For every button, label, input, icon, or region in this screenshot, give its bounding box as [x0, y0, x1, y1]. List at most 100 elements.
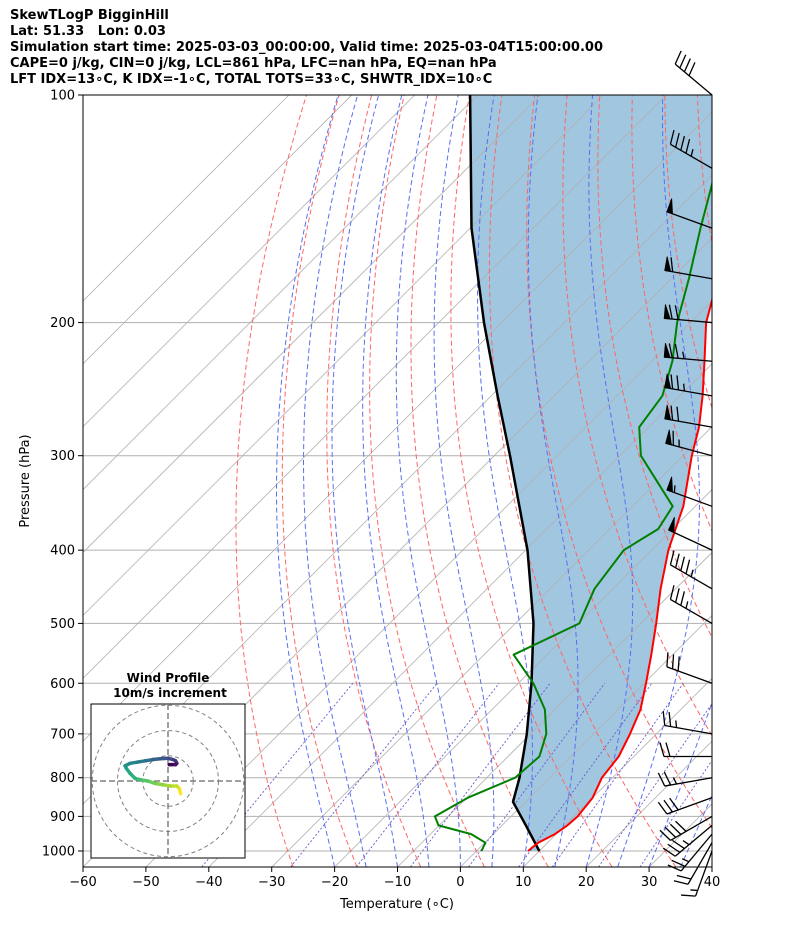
y-tick-label: 1000 — [42, 844, 75, 859]
isotherm-line — [83, 95, 667, 679]
wind-barb — [669, 550, 713, 590]
wind-barb-flag — [668, 343, 673, 358]
wind-barb-shaft — [687, 842, 713, 885]
wind-barb — [665, 429, 713, 457]
wind-barb-flag — [669, 585, 675, 600]
wind-barb-shaft — [666, 666, 713, 684]
station-coordinates: Lat: 51.33 Lon: 0.03 — [10, 24, 166, 39]
y-tick-label: 800 — [50, 771, 75, 786]
wind-barb — [659, 742, 712, 758]
isotherm-line — [83, 95, 541, 554]
mixing-ratio-line — [290, 683, 438, 867]
wind-barb-half-flag — [690, 889, 698, 892]
wind-barb-half-flag — [690, 149, 694, 157]
wind-barb-half-flag — [681, 858, 690, 863]
wind-barb-flag — [663, 799, 674, 813]
y-tick-label: 900 — [50, 810, 75, 825]
x-axis-ticks: −60 −50 −40 −30 −20 −10 0 10 20 30 40 — [69, 867, 720, 890]
stability-indices-2: LFT IDX=13∘C, K IDX=-1∘C, TOTAL TOTS=33∘… — [10, 72, 493, 87]
wind-barb-flag — [680, 556, 685, 571]
chart-header: SkewTLogP BigginHill Lat: 51.33 Lon: 0.0… — [10, 8, 603, 88]
isotherm-line — [83, 95, 478, 491]
wind-barb-flag — [674, 553, 680, 568]
wind-barb-flag — [671, 654, 675, 669]
wind-barb-half-flag — [685, 601, 689, 609]
cape-cin-shading — [470, 95, 712, 851]
y-tick-label: 700 — [50, 727, 75, 742]
wind-barb — [667, 833, 713, 872]
x-tick-label: −10 — [384, 875, 411, 890]
isotherm-line — [145, 300, 712, 867]
hodograph-title: Wind Profile — [127, 671, 210, 685]
x-tick-label: −30 — [258, 875, 285, 890]
moist-adiabat — [303, 95, 367, 867]
dry-adiabat — [526, 95, 712, 829]
wind-barb-flag — [676, 874, 692, 880]
wind-barb-flag — [657, 772, 666, 787]
mixing-ratio-line — [468, 683, 606, 867]
isotherm-line — [523, 677, 712, 867]
y-tick-label: 600 — [50, 677, 75, 692]
wind-barb — [664, 256, 713, 280]
cin-shaded-area — [470, 95, 712, 851]
wind-barb-flag — [683, 58, 691, 73]
wind-barb — [659, 815, 713, 841]
wind-barb-half-flag — [673, 485, 676, 493]
moist-adiabat — [362, 95, 430, 867]
moist-adiabat — [527, 95, 579, 867]
wind-barb-flag — [685, 138, 691, 154]
isotherm-line — [83, 111, 712, 742]
wind-barb-half-flag — [675, 720, 678, 728]
isotherm-line — [83, 95, 353, 365]
moist-adiabat — [617, 95, 701, 867]
wind-barb-flag — [666, 652, 669, 667]
wind-barb-flag — [669, 797, 679, 811]
x-tick-label: −50 — [132, 875, 159, 890]
wind-barb-flag — [669, 129, 675, 145]
dry-adiabat — [597, 95, 712, 639]
dry-adiabat — [730, 95, 794, 867]
y-tick-label: 100 — [50, 89, 75, 104]
isotherm-line — [83, 95, 290, 302]
wind-barb — [673, 842, 713, 885]
wind-barb-half-flag — [690, 569, 694, 577]
moist-adiabat — [585, 95, 634, 867]
isotherm-line — [775, 95, 794, 867]
wind-barb — [669, 585, 713, 624]
wind-barb-shaft — [670, 598, 713, 624]
wind-barb-flag — [664, 826, 677, 838]
wind-barb-pennant — [667, 517, 675, 534]
moist-adiabat — [433, 95, 495, 867]
wind-barb — [669, 129, 713, 169]
y-tick-label: 300 — [50, 449, 75, 464]
wind-barb-shaft — [664, 386, 713, 397]
isotherms — [83, 95, 794, 867]
wind-barb-flag — [663, 771, 672, 786]
wind-barb-shaft — [666, 211, 713, 229]
simulation-times: Simulation start time: 2025-03-03_00:00:… — [10, 40, 603, 55]
y-axis-label: Pressure (hPa) — [18, 434, 33, 527]
wind-barb-flag — [680, 135, 685, 151]
wind-barb — [666, 476, 713, 507]
x-tick-label: −40 — [195, 875, 222, 890]
hodograph-ring — [91, 704, 245, 858]
wind-barb-shaft — [666, 797, 713, 815]
wind-barb-half-flag — [682, 351, 685, 359]
isotherm-line — [83, 95, 604, 616]
wind-barb-flag — [675, 820, 687, 832]
wind-barb-shaft — [670, 815, 713, 841]
chart-title: SkewTLogP BigginHill — [10, 8, 169, 23]
x-tick-label: 40 — [704, 875, 721, 890]
isotherm-line — [460, 614, 712, 867]
wind-barb — [662, 824, 713, 857]
wind-barb-flag — [671, 859, 686, 867]
wind-barb-pennant — [666, 476, 673, 493]
wind-barb-shaft — [674, 63, 713, 96]
wind-barb-shaft — [664, 269, 713, 280]
dry-adiabat — [235, 95, 307, 867]
wind-barb-flag — [670, 257, 674, 272]
wind-barb — [664, 404, 713, 428]
wind-barb-flag — [676, 406, 680, 422]
dry-adiabat — [369, 95, 485, 867]
